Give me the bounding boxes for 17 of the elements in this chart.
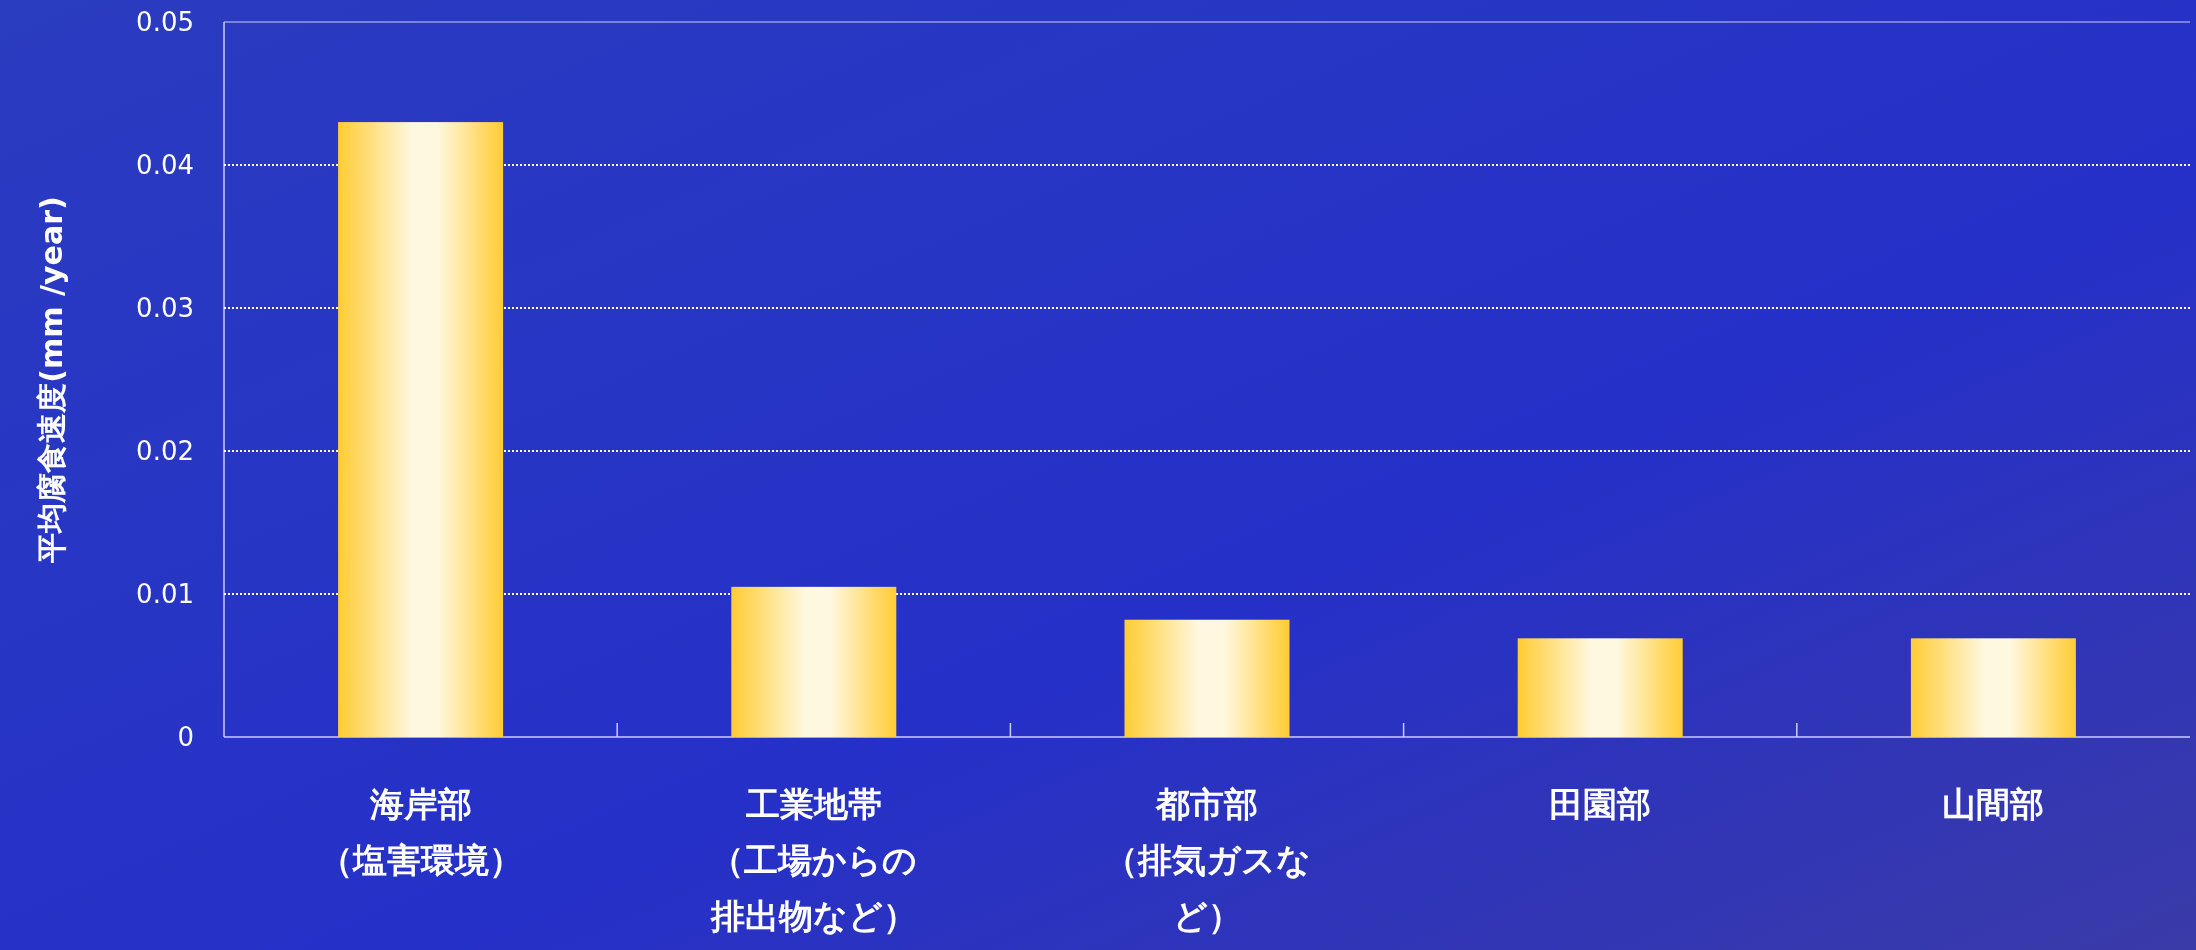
x-tick-label: 都市部（排気ガスなど） [1102, 783, 1312, 938]
y-tick-label: 0 [177, 722, 194, 752]
x-tick-label: 海岸部（塩害環境） [317, 783, 524, 882]
x-tick-label: 工業地帯（工場からの排出物など） [709, 783, 919, 938]
bar [1124, 619, 1290, 737]
y-tick-label: 0.05 [136, 7, 194, 37]
bar [1910, 638, 2076, 737]
y-tick-label: 0.02 [136, 436, 194, 466]
y-axis-title: 平均腐食速度(mm /year) [34, 196, 69, 564]
x-tick-label: 山間部 [1941, 783, 2046, 826]
x-tick-label: 田園部 [1548, 783, 1653, 826]
bar [338, 122, 504, 737]
bar [731, 586, 897, 737]
y-tick-label: 0.04 [136, 150, 194, 180]
y-tick-label: 0.01 [136, 579, 194, 609]
bar [1517, 638, 1683, 737]
y-tick-label: 0.03 [136, 293, 194, 323]
